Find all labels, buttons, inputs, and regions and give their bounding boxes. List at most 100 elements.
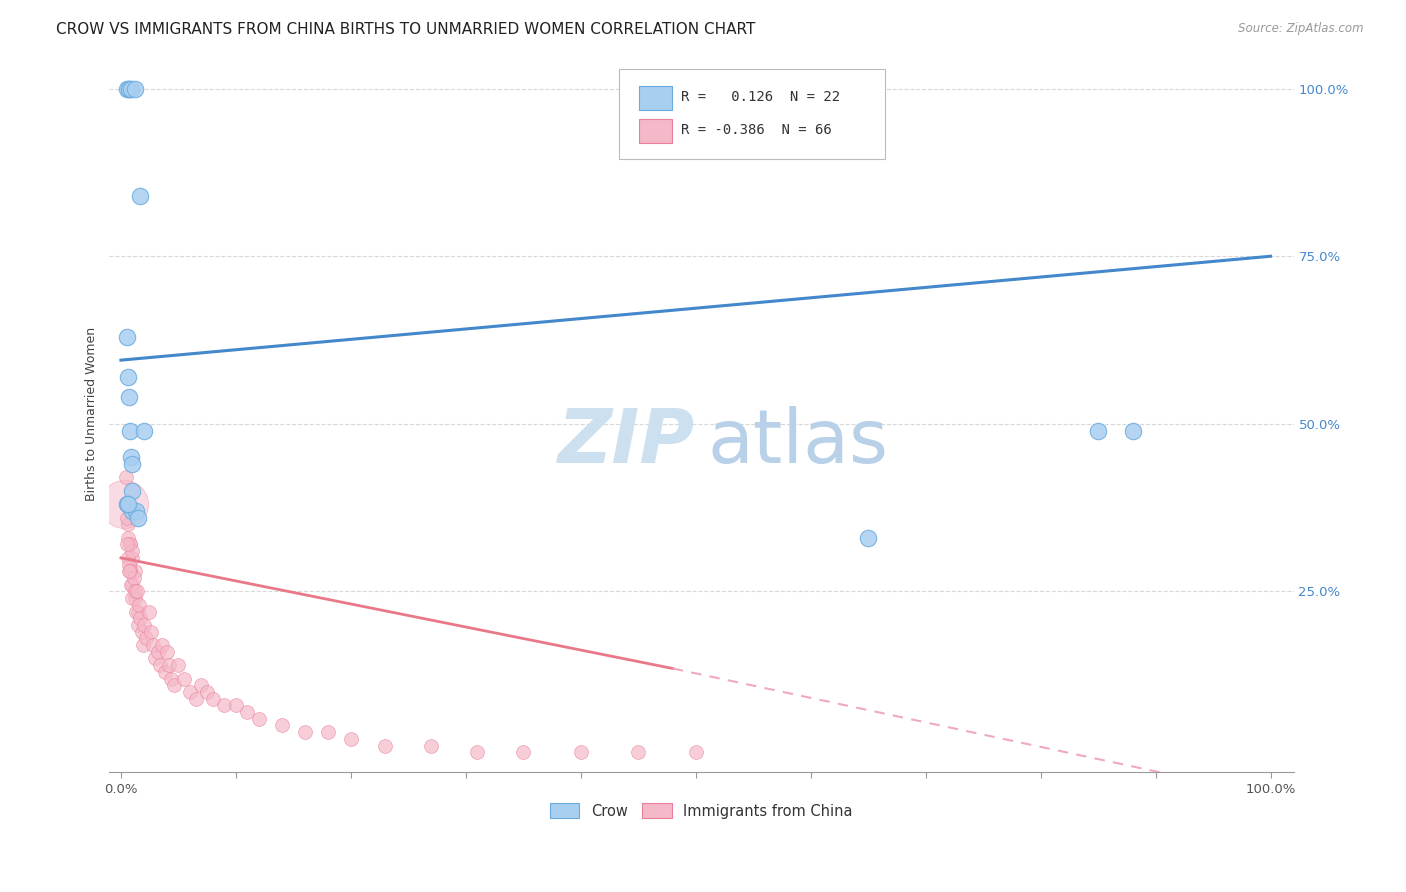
Point xyxy=(569,745,592,759)
Point xyxy=(121,591,143,606)
Point xyxy=(118,564,141,578)
Text: R =   0.126  N = 22: R = 0.126 N = 22 xyxy=(682,90,841,103)
Point xyxy=(118,81,141,95)
Point xyxy=(163,678,186,692)
Point xyxy=(121,577,143,591)
Point xyxy=(184,691,207,706)
Point xyxy=(135,632,157,646)
Text: CROW VS IMMIGRANTS FROM CHINA BIRTHS TO UNMARRIED WOMEN CORRELATION CHART: CROW VS IMMIGRANTS FROM CHINA BIRTHS TO … xyxy=(56,22,755,37)
Text: Source: ZipAtlas.com: Source: ZipAtlas.com xyxy=(1239,22,1364,36)
Point xyxy=(156,645,179,659)
Point xyxy=(214,698,236,713)
Point xyxy=(115,497,138,511)
Point xyxy=(120,450,142,465)
Point xyxy=(236,705,259,719)
Point xyxy=(118,558,141,572)
Point xyxy=(294,725,316,739)
Point xyxy=(124,584,146,599)
Point xyxy=(856,531,879,545)
Point xyxy=(167,658,190,673)
Point xyxy=(173,672,195,686)
Point xyxy=(120,577,142,591)
Point xyxy=(127,510,149,524)
Point xyxy=(128,598,150,612)
Point xyxy=(121,550,143,565)
Point xyxy=(122,571,145,585)
Point xyxy=(190,678,212,692)
Point xyxy=(142,638,165,652)
Point xyxy=(139,624,162,639)
Point xyxy=(125,504,148,518)
Point xyxy=(247,712,270,726)
Point xyxy=(120,424,142,438)
Point xyxy=(627,745,650,759)
Point xyxy=(120,564,142,578)
FancyBboxPatch shape xyxy=(619,70,884,159)
Point xyxy=(270,718,292,732)
Point xyxy=(420,739,443,753)
Point xyxy=(512,745,534,759)
Point xyxy=(114,497,136,511)
Text: R = -0.386  N = 66: R = -0.386 N = 66 xyxy=(682,123,832,136)
Point xyxy=(118,390,141,404)
Point xyxy=(149,658,172,673)
Point xyxy=(1122,424,1144,438)
Point xyxy=(112,497,135,511)
Text: atlas: atlas xyxy=(707,406,889,479)
Text: ZIP: ZIP xyxy=(558,406,696,479)
Point xyxy=(157,658,180,673)
Point xyxy=(115,537,138,551)
Point xyxy=(121,457,143,471)
Point xyxy=(117,531,139,545)
Point xyxy=(120,537,142,551)
Point xyxy=(316,725,339,739)
FancyBboxPatch shape xyxy=(638,86,672,111)
Point xyxy=(138,605,160,619)
Legend: Crow, Immigrants from China: Crow, Immigrants from China xyxy=(543,796,860,826)
Point xyxy=(117,497,139,511)
Point xyxy=(225,698,247,713)
Point xyxy=(374,739,396,753)
Point xyxy=(125,605,148,619)
Point xyxy=(201,691,224,706)
Point xyxy=(127,605,149,619)
Point xyxy=(179,685,201,699)
Point xyxy=(121,483,143,498)
Point xyxy=(195,685,218,699)
Point xyxy=(1087,424,1109,438)
Point xyxy=(121,544,143,558)
Point xyxy=(132,424,155,438)
Point xyxy=(129,189,152,203)
Point xyxy=(129,611,152,625)
Point xyxy=(114,470,136,484)
Point xyxy=(127,618,149,632)
Point xyxy=(160,672,183,686)
Point xyxy=(125,584,148,599)
Point xyxy=(115,510,138,524)
FancyBboxPatch shape xyxy=(638,119,672,144)
Point xyxy=(685,745,707,759)
Point xyxy=(120,537,142,551)
Point xyxy=(120,81,142,95)
Point xyxy=(117,370,139,384)
Point xyxy=(117,517,139,532)
Point xyxy=(465,745,488,759)
Point xyxy=(124,564,146,578)
Point xyxy=(132,618,155,632)
Point xyxy=(117,550,139,565)
Point xyxy=(124,81,146,95)
Point xyxy=(150,638,173,652)
Point xyxy=(153,665,176,679)
Point xyxy=(132,638,155,652)
Point xyxy=(115,81,138,95)
Point xyxy=(124,591,146,606)
Point xyxy=(146,645,169,659)
Point xyxy=(120,564,142,578)
Point xyxy=(121,504,143,518)
Point xyxy=(145,651,167,665)
Point xyxy=(340,731,363,746)
Y-axis label: Births to Unmarried Women: Births to Unmarried Women xyxy=(86,326,98,500)
Point xyxy=(115,329,138,343)
Point xyxy=(131,624,153,639)
Point xyxy=(118,81,141,95)
